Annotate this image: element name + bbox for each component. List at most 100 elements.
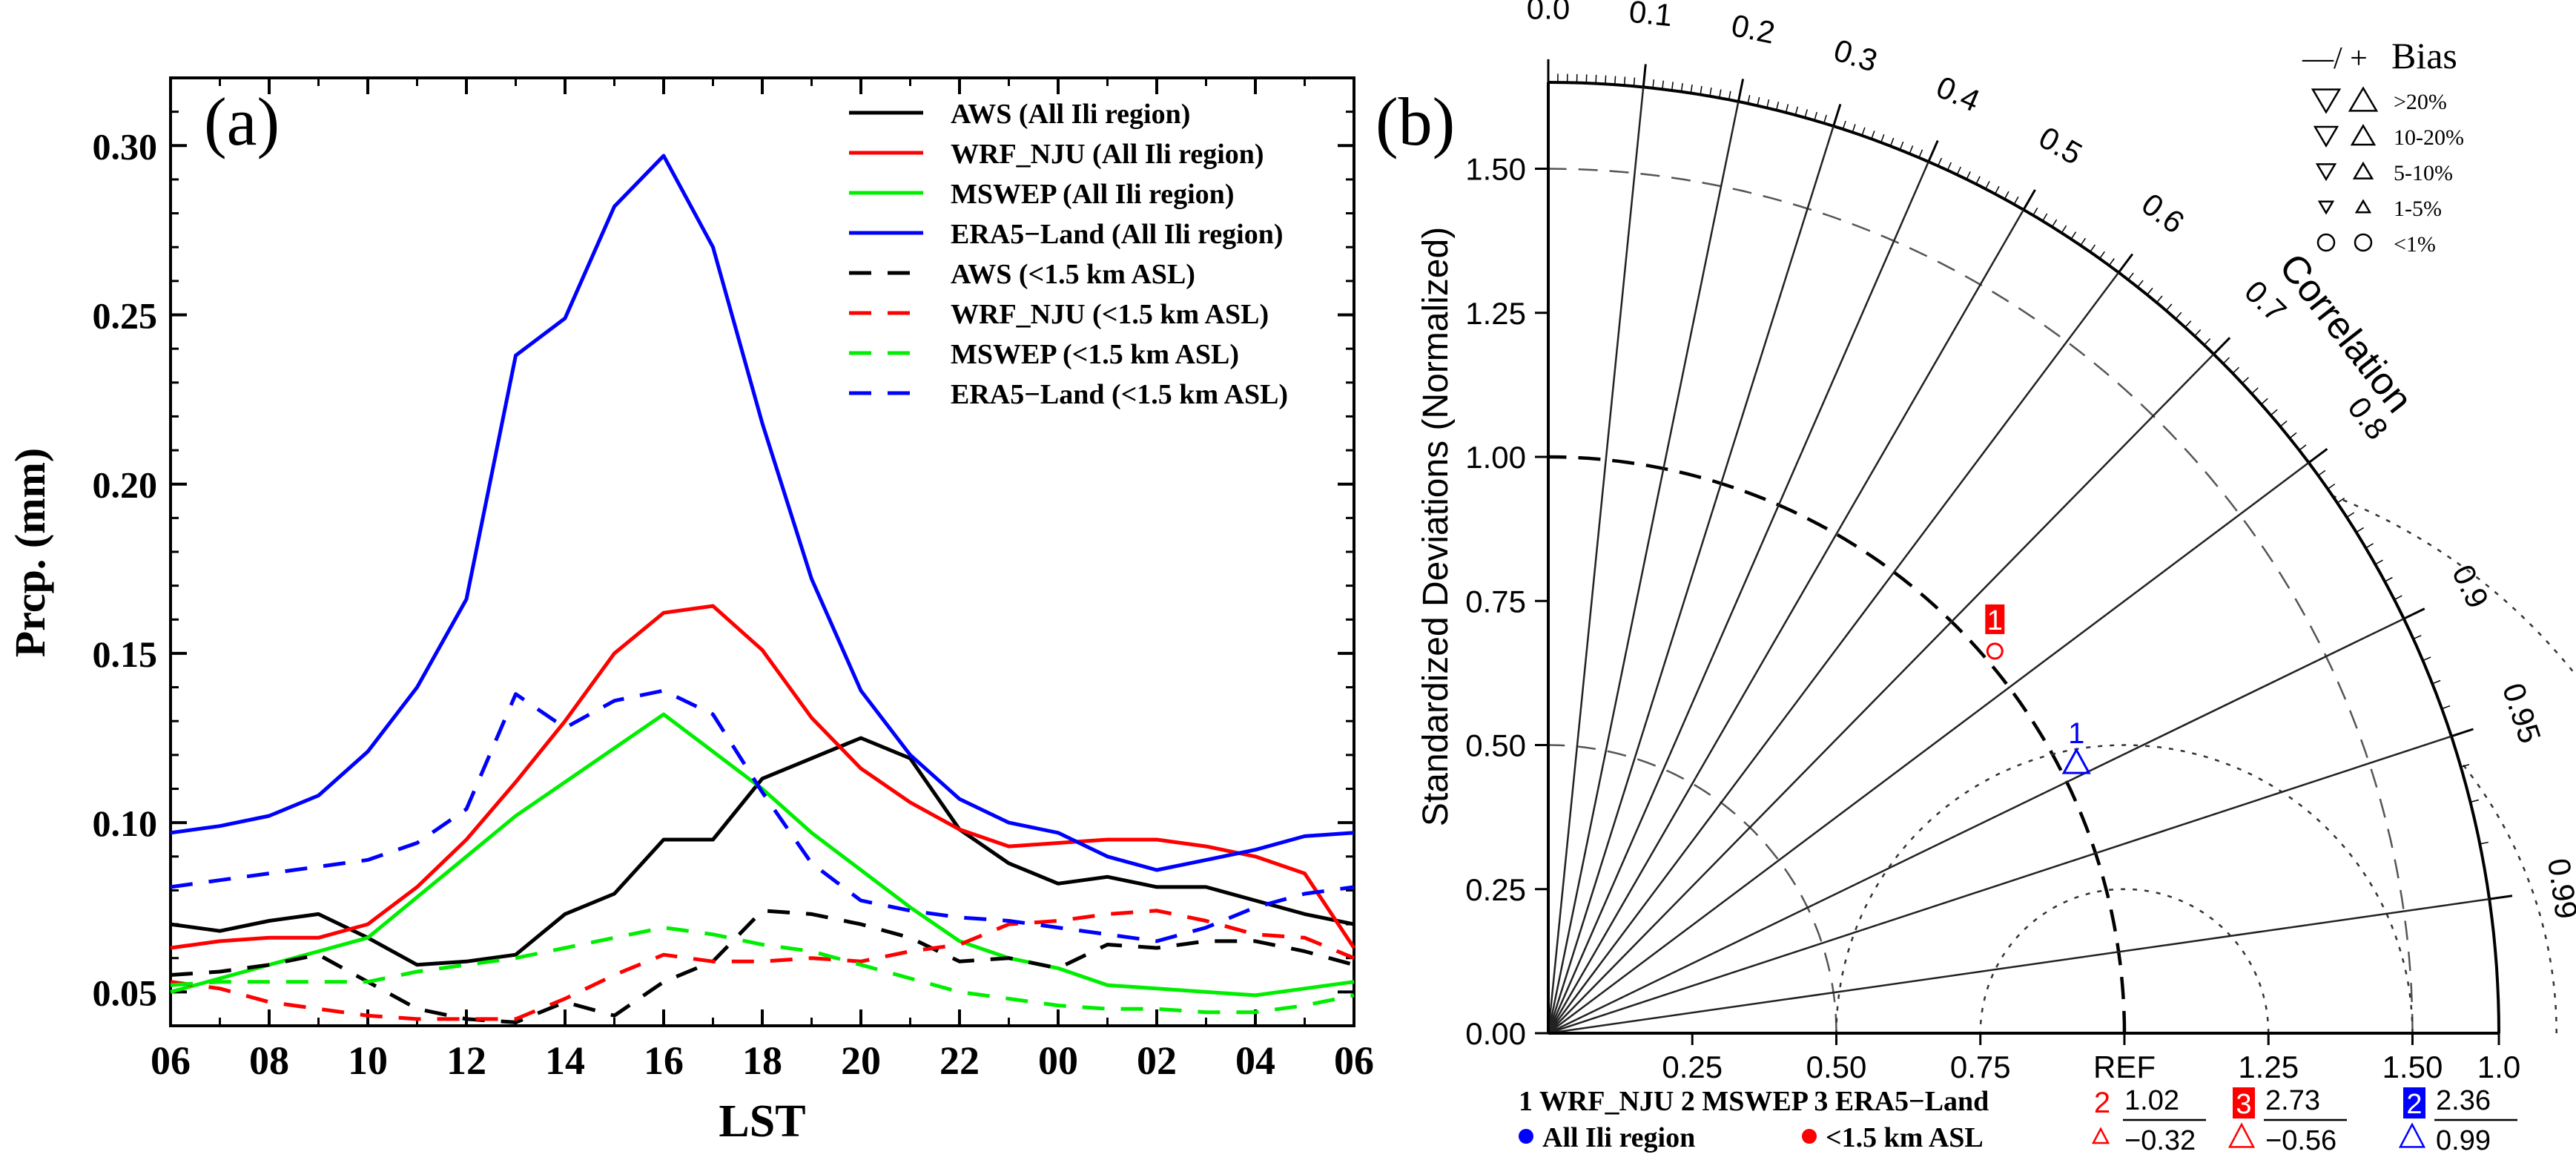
panel-b-label: (b)	[1375, 84, 1455, 159]
correlation-minor-tick	[2108, 258, 2115, 266]
correlation-minor-tick	[2204, 338, 2211, 346]
std-y-tick-label: 1.50	[1465, 152, 1526, 187]
correlation-minor-tick	[2165, 303, 2173, 312]
correlation-minor-tick	[1899, 141, 1904, 151]
correlation-minor-tick	[1956, 166, 1961, 175]
correlation-minor-tick	[2090, 244, 2096, 253]
std-x-tick-label: 0.50	[1806, 1050, 1867, 1084]
y-tick-label: 0.15	[93, 633, 158, 675]
point-marker-triangle	[2061, 747, 2091, 774]
correlation-minor-tick	[2013, 196, 2019, 205]
rmsd-arc	[2457, 758, 2557, 1033]
point-id: 1	[2068, 717, 2084, 750]
correlation-minor-tick	[1928, 154, 1933, 162]
point-label-box	[1985, 604, 2005, 634]
correlation-minor-tick	[1680, 82, 1683, 92]
outer-arc	[1548, 81, 2500, 1034]
region-label: <1.5 km ASL	[1826, 1122, 1984, 1153]
correlation-minor-tick	[1909, 145, 1914, 154]
correlation-minor-tick	[2289, 432, 2297, 439]
off-scale-std: 2.73	[2265, 1085, 2320, 1116]
x-tick-label: 22	[939, 1038, 980, 1083]
correlation-minor-tick	[2403, 614, 2412, 619]
correlation-minor-tick	[2441, 705, 2451, 710]
off-scale-id: 2	[2406, 1089, 2422, 1120]
std-arc	[1548, 168, 2414, 1034]
correlation-minor-tick	[1794, 106, 1799, 116]
off-scale-id-box	[2403, 1087, 2425, 1118]
x-tick-label: 02	[1137, 1038, 1177, 1083]
correlation-minor-tick	[2384, 576, 2393, 582]
std-y-tick-label: 0.50	[1465, 728, 1526, 763]
correlation-minor-tick	[2080, 237, 2087, 246]
region-label: All Ili region	[1542, 1122, 1695, 1153]
correlation-minor-tick	[1814, 111, 1817, 121]
correlation-minor-tick	[2175, 312, 2182, 320]
correlation-minor-tick	[1757, 96, 1760, 106]
correlation-minor-tick	[2251, 387, 2259, 395]
correlation-minor-tick	[2413, 634, 2422, 640]
legend-label-0: AWS (All Ili region)	[951, 99, 1190, 130]
std-x-tick-label: 1.50	[2382, 1050, 2443, 1084]
off-scale-bias: −0.32	[2124, 1125, 2196, 1156]
off-scale-marker	[2227, 1122, 2256, 1148]
correlation-minor-tick	[1918, 149, 1923, 158]
correlation-minor-tick	[1728, 90, 1731, 100]
correlation-minor-tick	[1832, 117, 1837, 127]
bias-legend-title: Bias	[2391, 35, 2457, 76]
off-scale-std: 2.36	[2436, 1085, 2491, 1116]
correlation-minor-tick	[2004, 191, 2009, 200]
panel-a-x-axis-label: LST	[719, 1096, 805, 1147]
legend-label-1: WRF_NJU (All Ili region)	[951, 139, 1264, 170]
correlation-minor-tick	[1937, 157, 1943, 167]
legend-label-3: ERA5−Land (All Ili region)	[951, 219, 1284, 250]
correlation-ray	[1548, 735, 2452, 1035]
correlation-ray	[1547, 125, 1834, 1034]
correlation-minor-tick	[1975, 176, 1981, 185]
region-dot	[1519, 1129, 1533, 1144]
correlation-ray	[1547, 209, 2025, 1034]
correlation-tick-label: 0.2	[1728, 7, 1778, 50]
correlation-minor-tick	[2308, 457, 2316, 464]
correlation-minor-tick	[2242, 377, 2249, 384]
series-line-7	[170, 688, 1355, 943]
correlation-minor-tick	[1871, 131, 1875, 139]
series-line-6	[170, 926, 1355, 1015]
correlation-minor-tick	[1709, 88, 1712, 96]
correlation-ray	[1548, 897, 2490, 1035]
x-tick-label: 18	[742, 1038, 782, 1083]
bias-legend-row: 5-10%	[2394, 161, 2453, 185]
correlation-ray	[1548, 618, 2405, 1035]
correlation-minor-tick	[2232, 366, 2239, 374]
correlation-minor-tick	[2127, 272, 2134, 280]
correlation-minor-tick	[1605, 75, 1607, 85]
panel-a-line-chart: 0.05 0.10 0.15 0.20 0.25 0.30 06 08 10 12 14 16 18 20…	[6, 76, 1374, 1147]
correlation-ray	[1547, 101, 1740, 1034]
correlation-minor-tick	[1889, 137, 1895, 147]
correlation-minor-tick	[1662, 80, 1664, 90]
correlation-minor-tick	[2394, 595, 2402, 601]
ref-std-arc	[1548, 455, 2127, 1034]
y-tick-label: 0.05	[93, 972, 158, 1013]
legend-label-7: ERA5−Land (<1.5 km ASL)	[951, 379, 1288, 410]
correlation-minor-tick	[2070, 231, 2077, 240]
std-x-tick-label: REF	[2093, 1050, 2156, 1084]
panel-b-bottom-key: 1 WRF_NJU 2 MSWEP 3 ERA5−Land All Ili reg…	[1519, 1085, 2517, 1156]
correlation-minor-tick	[1775, 101, 1780, 111]
std-x-tick-label: 0.75	[1950, 1050, 2011, 1084]
rmsd-arc	[1979, 888, 2270, 1034]
correlation-minor-tick	[2365, 543, 2374, 549]
correlation-minor-tick	[2317, 470, 2326, 476]
series-line-2	[170, 712, 1355, 998]
correlation-minor-tick	[2356, 527, 2365, 533]
bias-up-triangle	[2354, 199, 2372, 214]
bias-down-triangle	[2315, 163, 2337, 182]
panel-a-y-axis-label: Prcp. (mm)	[6, 448, 54, 657]
y-tick-label: 0.10	[93, 803, 158, 844]
correlation-tick-label: 0.1	[1628, 0, 1674, 33]
correlation-minor-tick	[1861, 127, 1866, 136]
bias-up-triangle	[2350, 124, 2377, 146]
bias-up-triangle	[2348, 86, 2379, 112]
correlation-minor-tick	[1690, 84, 1693, 93]
x-tick-label: 04	[1235, 1038, 1275, 1083]
